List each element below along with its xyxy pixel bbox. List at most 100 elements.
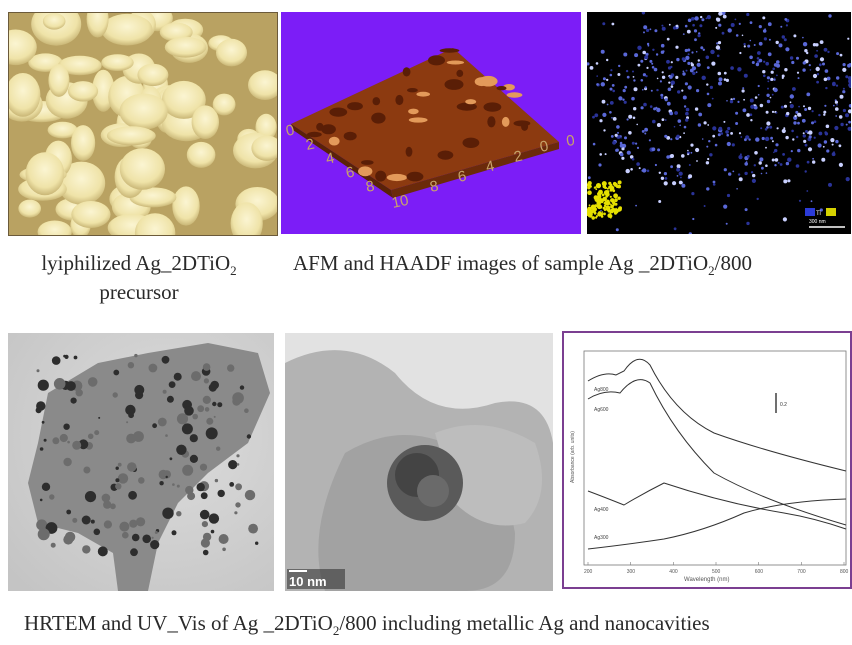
tem-particle bbox=[41, 482, 51, 491]
afm-axis-tick: 8 bbox=[364, 178, 376, 196]
ti-signal-dot bbox=[814, 54, 818, 58]
tem-particle bbox=[234, 511, 238, 515]
precursor-particle bbox=[9, 73, 41, 117]
ti-signal-dot bbox=[826, 149, 830, 153]
ti-signal-dot bbox=[813, 136, 816, 139]
ti-signal-dot bbox=[632, 76, 635, 78]
ti-signal-dot bbox=[649, 59, 653, 63]
ti-signal-dot bbox=[729, 99, 734, 104]
ti-signal-dot bbox=[834, 125, 839, 131]
ti-signal-dot bbox=[640, 79, 644, 82]
ti-signal-dot bbox=[623, 100, 627, 104]
ti-signal-dot bbox=[697, 59, 700, 62]
ti-signal-dot bbox=[732, 170, 735, 173]
ti-signal-dot bbox=[707, 157, 710, 161]
ti-signal-dot bbox=[631, 96, 635, 101]
ti-signal-dot bbox=[808, 135, 812, 139]
ti-signal-dot bbox=[776, 127, 779, 130]
ti-signal-dot bbox=[698, 32, 701, 35]
ti-signal-dot bbox=[635, 204, 637, 207]
ti-signal-dot bbox=[685, 55, 690, 61]
ti-signal-dot bbox=[808, 64, 811, 67]
afm-surface-feature bbox=[328, 136, 340, 146]
tem-particle bbox=[63, 423, 70, 430]
ti-signal-dot bbox=[609, 87, 613, 91]
afm-surface-feature bbox=[483, 102, 502, 112]
ti-signal-dot bbox=[746, 221, 750, 226]
ti-signal-dot bbox=[697, 123, 702, 127]
ti-signal-dot bbox=[752, 173, 756, 178]
caption-afm-suffix: /800 bbox=[714, 251, 752, 275]
ti-signal-dot bbox=[602, 77, 606, 81]
tem-particle bbox=[162, 507, 174, 519]
ag-signal-dot bbox=[601, 211, 604, 213]
tem-particle bbox=[148, 363, 158, 373]
ti-signal-dot bbox=[761, 136, 765, 141]
ti-signal-dot bbox=[626, 118, 629, 121]
ti-signal-dot bbox=[685, 69, 688, 72]
tem-particle bbox=[191, 371, 201, 382]
ti-signal-dot bbox=[666, 37, 670, 41]
ti-signal-dot bbox=[744, 138, 747, 142]
ti-signal-dot bbox=[632, 70, 634, 73]
ti-signal-dot bbox=[726, 133, 729, 137]
tem-particle bbox=[196, 482, 205, 492]
precursor-particle bbox=[119, 148, 165, 190]
ti-signal-dot bbox=[763, 37, 767, 41]
ti-signal-dot bbox=[797, 121, 800, 125]
ti-signal-dot bbox=[598, 163, 602, 167]
ti-signal-dot bbox=[804, 143, 808, 147]
tem-particle bbox=[206, 417, 214, 425]
tem-particle bbox=[244, 489, 256, 501]
ti-signal-dot bbox=[633, 87, 638, 92]
tem-particle bbox=[236, 454, 240, 458]
ti-signal-dot bbox=[632, 116, 636, 120]
tem-particle bbox=[94, 430, 100, 436]
ti-signal-dot bbox=[751, 178, 756, 183]
ti-signal-dot bbox=[621, 156, 625, 160]
ti-signal-dot bbox=[826, 76, 831, 81]
tem-particle bbox=[70, 397, 77, 404]
ti-signal-dot bbox=[602, 112, 607, 117]
ti-signal-dot bbox=[743, 98, 745, 101]
ti-signal-dot bbox=[642, 50, 646, 55]
ti-signal-dot bbox=[813, 120, 817, 123]
ti-signal-dot bbox=[629, 155, 634, 159]
ti-signal-dot bbox=[707, 103, 712, 108]
ti-signal-dot bbox=[749, 98, 754, 103]
ti-signal-dot bbox=[690, 62, 693, 65]
ti-signal-dot bbox=[723, 204, 728, 209]
uvvis-curve-label: Ag600 bbox=[594, 407, 609, 413]
ti-signal-dot bbox=[744, 162, 748, 166]
precursor-particle bbox=[71, 125, 96, 161]
uvvis-curve-label: Ag300 bbox=[594, 535, 609, 541]
ti-signal-dot bbox=[687, 48, 691, 52]
ti-legend-swatch bbox=[805, 208, 815, 216]
ti-signal-dot bbox=[797, 77, 800, 80]
ag-signal-dot bbox=[598, 211, 601, 214]
ti-signal-dot bbox=[676, 175, 679, 177]
ti-signal-dot bbox=[792, 138, 795, 141]
ti-signal-dot bbox=[610, 135, 614, 138]
ti-signal-dot bbox=[811, 121, 814, 125]
ti-signal-dot bbox=[660, 50, 665, 54]
ag-legend-label: Ag bbox=[837, 211, 844, 217]
afm-axis-tick: 2 bbox=[512, 148, 524, 166]
ti-signal-dot bbox=[708, 140, 711, 143]
ti-signal-dot bbox=[750, 104, 755, 109]
tem-particle bbox=[126, 433, 136, 444]
ti-signal-dot bbox=[835, 84, 839, 87]
uvvis-xtick-label: 400 bbox=[669, 569, 678, 575]
ti-signal-dot bbox=[630, 168, 633, 171]
ti-signal-dot bbox=[727, 126, 731, 131]
caption-hrtem-uvvis: HRTEM and UV_Vis of Ag _2DTiO2/800 inclu… bbox=[24, 610, 710, 639]
ti-signal-dot bbox=[641, 130, 645, 133]
ti-signal-dot bbox=[766, 76, 770, 80]
precursor-particle bbox=[42, 13, 66, 30]
ti-signal-dot bbox=[626, 150, 631, 155]
ti-signal-dot bbox=[810, 200, 813, 203]
tem-particle bbox=[172, 483, 175, 486]
precursor-particle bbox=[230, 202, 263, 235]
ti-signal-dot bbox=[651, 62, 654, 65]
tem-particle bbox=[41, 420, 45, 424]
